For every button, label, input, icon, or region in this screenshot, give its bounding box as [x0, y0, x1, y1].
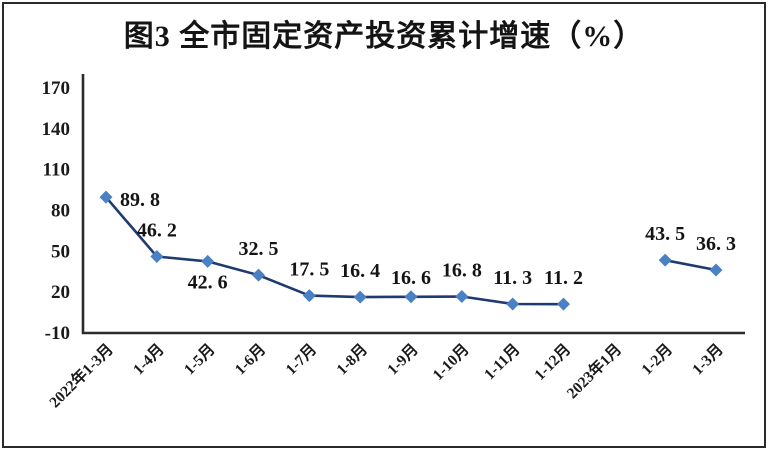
data-point-marker [201, 254, 215, 268]
x-category-label: 1-6月 [231, 340, 269, 378]
data-point-label: 46. 2 [137, 220, 177, 242]
data-point-marker [252, 268, 265, 282]
data-point-marker [150, 250, 164, 264]
x-category-label: 1-4月 [129, 340, 167, 378]
y-tick-label: 170 [42, 78, 71, 99]
x-category-label: 1-11月 [480, 340, 523, 383]
x-category-label: 1-7月 [282, 340, 320, 378]
data-point-label: 16. 8 [442, 260, 482, 282]
axes [81, 74, 745, 335]
data-line [663, 258, 718, 272]
data-point-marker [353, 290, 367, 304]
data-line [104, 195, 565, 306]
data-point-marker [709, 263, 723, 277]
y-tick-label: 140 [42, 119, 71, 140]
data-point-marker [455, 290, 469, 304]
data-point-marker [404, 290, 418, 304]
data-point-label: 36. 3 [696, 233, 736, 255]
chart-title: 图3 全市固定资产投资累计增速（%） [123, 20, 645, 53]
data-point-marker [658, 253, 672, 267]
x-category-label: 1-9月 [384, 340, 422, 378]
data-point-marker [302, 289, 316, 303]
data-point-label: 43. 5 [645, 223, 685, 245]
x-category-label: 1-5月 [180, 340, 218, 378]
data-point-label: 11. 3 [493, 267, 532, 289]
y-tick-label: -10 [45, 323, 70, 344]
data-point-marker [99, 190, 113, 204]
y-tick-label: 50 [51, 241, 70, 262]
data-point-label: 16. 6 [391, 267, 431, 289]
y-tick-label: 110 [43, 160, 70, 181]
x-category-label: 2023年1月 [562, 339, 625, 402]
y-tick-label: 20 [51, 282, 70, 303]
data-point-label: 16. 4 [340, 260, 380, 282]
data-point-label: 42. 6 [188, 271, 228, 293]
data-point-marker [557, 297, 570, 311]
x-category-label: 2022年1-3月 [45, 339, 117, 411]
data-point-label: 17. 5 [289, 259, 329, 281]
data-point-label: 32. 5 [239, 238, 279, 260]
x-category-label: 1-8月 [333, 340, 371, 378]
data-point-marker [506, 297, 520, 311]
data-point-label: 89. 8 [120, 189, 160, 211]
x-category-label: 1-10月 [429, 340, 473, 384]
y-tick-label: 80 [51, 201, 70, 222]
x-category-label: 1-2月 [638, 340, 676, 378]
x-category-label: 1-3月 [689, 340, 727, 378]
x-category-label: 1-12月 [531, 340, 575, 384]
data-point-label: 11. 2 [544, 267, 583, 289]
